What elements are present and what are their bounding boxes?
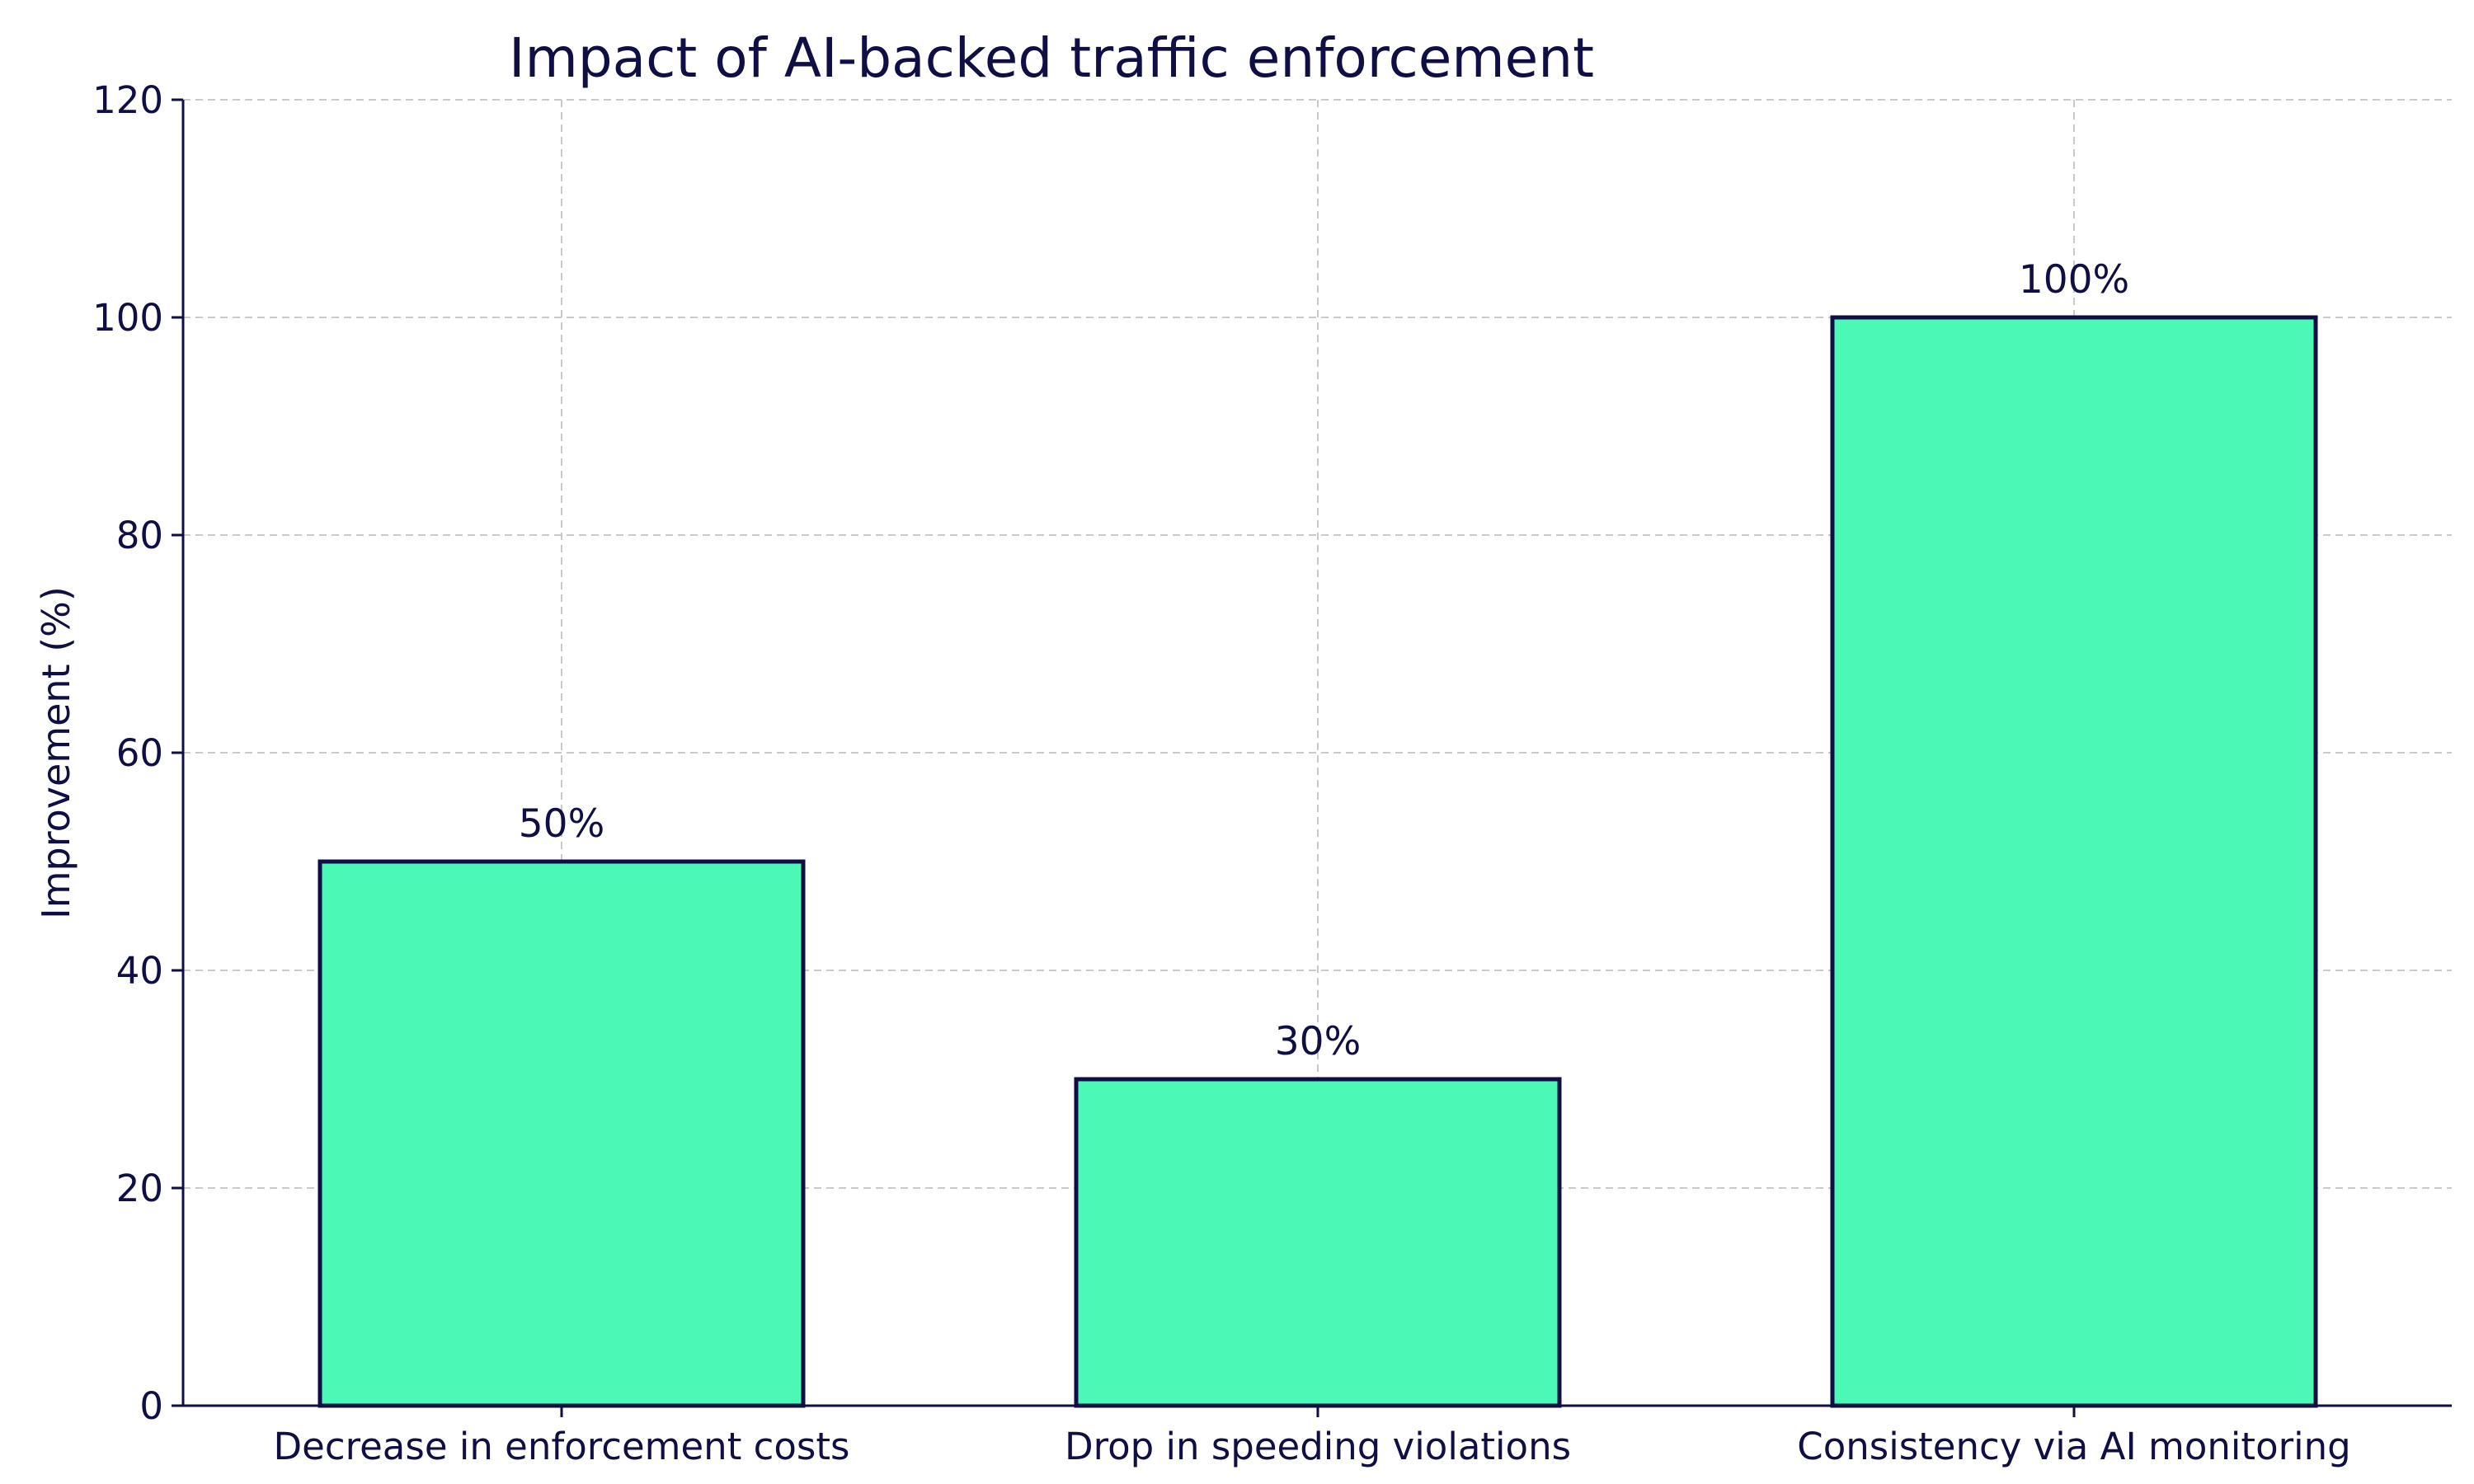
- labels: 50% 30% 100% 0 20 40 60 80 100 120 Decrease in enf…: [92, 78, 2351, 1468]
- bar-value-label: 30%: [1275, 1019, 1361, 1064]
- bar-value-label: 50%: [519, 801, 604, 847]
- bar: [317, 859, 806, 1408]
- y-tick-label: 100: [92, 296, 163, 340]
- x-tick-label: Decrease in enforcement costs: [274, 1425, 850, 1468]
- bars: [317, 315, 2318, 1408]
- y-tick-label: 120: [92, 78, 163, 122]
- y-axis-label: Improvement (%): [34, 586, 78, 919]
- y-tick-label: 0: [139, 1384, 163, 1428]
- x-tick-label: Drop in speeding violations: [1065, 1425, 1571, 1468]
- y-tick-label: 60: [116, 731, 163, 775]
- y-tick-label: 40: [116, 949, 163, 993]
- bar: [1830, 315, 2318, 1408]
- chart-title: Impact of AI-backed traffic enforcement: [509, 26, 1594, 90]
- bar-value-label: 100%: [2019, 257, 2129, 303]
- axes: [172, 98, 2452, 1417]
- bar: [1074, 1077, 1562, 1408]
- x-tick-label: Consistency via AI monitoring: [1797, 1425, 2350, 1468]
- y-tick-label: 80: [116, 514, 163, 557]
- y-tick-label: 20: [116, 1167, 163, 1210]
